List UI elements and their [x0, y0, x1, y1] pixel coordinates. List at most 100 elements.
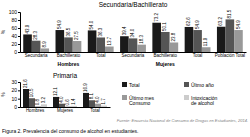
bar	[23, 34, 32, 52]
legend-item: Últmo año	[184, 82, 214, 88]
tick: Población Total	[215, 53, 245, 58]
tick-label: Hombres	[26, 108, 45, 113]
tick-label: Población Total	[215, 53, 245, 58]
tick: Bachillerato	[57, 53, 81, 58]
bar	[59, 104, 65, 107]
legend-swatch	[184, 95, 189, 100]
tick: 30	[11, 79, 20, 85]
bar	[152, 23, 161, 52]
tick-label: Secundaria	[25, 53, 48, 58]
legend-swatch	[122, 95, 127, 100]
bar	[53, 97, 59, 107]
tick-mark	[18, 52, 20, 53]
bar	[71, 106, 77, 107]
tick-label: Total	[90, 108, 100, 113]
tick-label: 80	[11, 17, 17, 23]
bar	[29, 98, 35, 107]
data-label: 0.8	[35, 99, 40, 106]
data-label: 73.2	[154, 12, 159, 21]
data-label: 54.9	[195, 20, 200, 29]
data-label: 54.0	[89, 20, 94, 29]
data-label: 81.5	[227, 9, 232, 18]
bar	[40, 48, 49, 52]
data-label: 1.4	[71, 98, 76, 105]
tick-label: 40	[11, 33, 17, 39]
tick-label: 20	[11, 41, 17, 47]
tick-label: Total	[96, 53, 106, 58]
bar	[105, 47, 114, 52]
bar	[193, 30, 202, 52]
caption: Figura 2. Prevalencia del consumo de alc…	[2, 128, 138, 134]
data-label: 10.5	[29, 88, 34, 97]
data-label: 36.3	[98, 27, 103, 36]
section-label: Hombres	[58, 61, 80, 67]
bars	[23, 19, 243, 52]
chart: 43.954.954.039.473.262.663.228.336.536.3…	[0, 1, 246, 58]
tick: Secundaria	[122, 53, 145, 58]
tick-mark	[18, 99, 20, 100]
bar	[226, 19, 235, 52]
source-text: Fuente: Encuesta Nacional de Consumo de …	[117, 118, 248, 123]
data-label: 27.5	[74, 31, 79, 40]
tick-label: 0	[14, 49, 17, 55]
tick-mark	[18, 44, 20, 45]
x-axis: Secundaria Bachillerato Total Secundaria Bac…	[21, 53, 247, 59]
tick-label: Secundaria	[122, 53, 145, 58]
tick-mark	[18, 107, 20, 108]
legend-label: Últmo año	[191, 82, 214, 88]
tick-mark	[18, 36, 20, 37]
bar	[101, 106, 107, 107]
tick-mark	[18, 12, 20, 13]
tick: Total	[90, 108, 100, 113]
chart-container: 43.954.954.039.473.262.663.228.336.536.3…	[0, 0, 250, 137]
tick-mark	[18, 20, 20, 21]
bar	[83, 93, 89, 107]
tick: 20	[11, 87, 20, 93]
data-label: 3.2	[41, 97, 46, 104]
data-label: 12.1	[53, 87, 58, 96]
tick-label: Bachillerato	[57, 53, 81, 58]
section-label: Mujeres	[156, 61, 175, 67]
tick-mark	[18, 28, 20, 29]
y-axis-title: %	[0, 29, 6, 34]
data-label: 54.9	[236, 20, 241, 29]
tick-label: 20	[11, 87, 17, 93]
legend-label: Intoxicaciónde alcohol	[191, 95, 218, 107]
data-label: 8.9	[42, 41, 47, 48]
data-label: 0.6	[65, 99, 70, 106]
bar	[120, 36, 129, 52]
data-label: 36.5	[66, 27, 71, 36]
bar	[96, 37, 105, 52]
series	[32, 19, 234, 52]
data-label: 16.9	[83, 83, 88, 92]
tick-mark	[18, 90, 20, 91]
tick: 60	[11, 25, 20, 31]
tick: 40	[11, 33, 20, 39]
legend-item: Intoxicaciónde alcohol	[184, 95, 218, 107]
legend-swatch	[122, 82, 127, 87]
tick: 0	[14, 104, 20, 110]
bar	[32, 41, 41, 52]
bar	[217, 27, 226, 52]
title: Primaria	[53, 72, 78, 79]
data-label: 63.2	[218, 16, 223, 25]
legend-label-line: Total	[129, 82, 140, 88]
data-label: 39.4	[122, 26, 127, 35]
bar	[185, 27, 194, 52]
bar	[41, 104, 47, 107]
data-label: 34.0	[130, 28, 135, 37]
y-axis-title: %	[0, 92, 6, 97]
data-label: 18.3	[139, 34, 144, 43]
chart-svg: 43.954.954.039.473.262.663.228.336.536.3…	[0, 0, 250, 137]
legend-label-line: Últmo año	[191, 82, 214, 88]
bars	[23, 89, 107, 107]
data-label: 8.1	[89, 92, 94, 99]
data-label: 11.9	[203, 37, 208, 46]
data-label: 23.8	[171, 32, 176, 41]
legend-label-line: de alcohol	[191, 100, 214, 106]
tick: Mujeres	[57, 108, 74, 113]
data-label: 28.3	[33, 30, 38, 39]
data-labels: 21.612.116.910.54.08.10.80.64.03.21.41.7	[23, 79, 106, 106]
tick-label: Bachillerato	[154, 53, 178, 58]
bar	[89, 100, 95, 107]
